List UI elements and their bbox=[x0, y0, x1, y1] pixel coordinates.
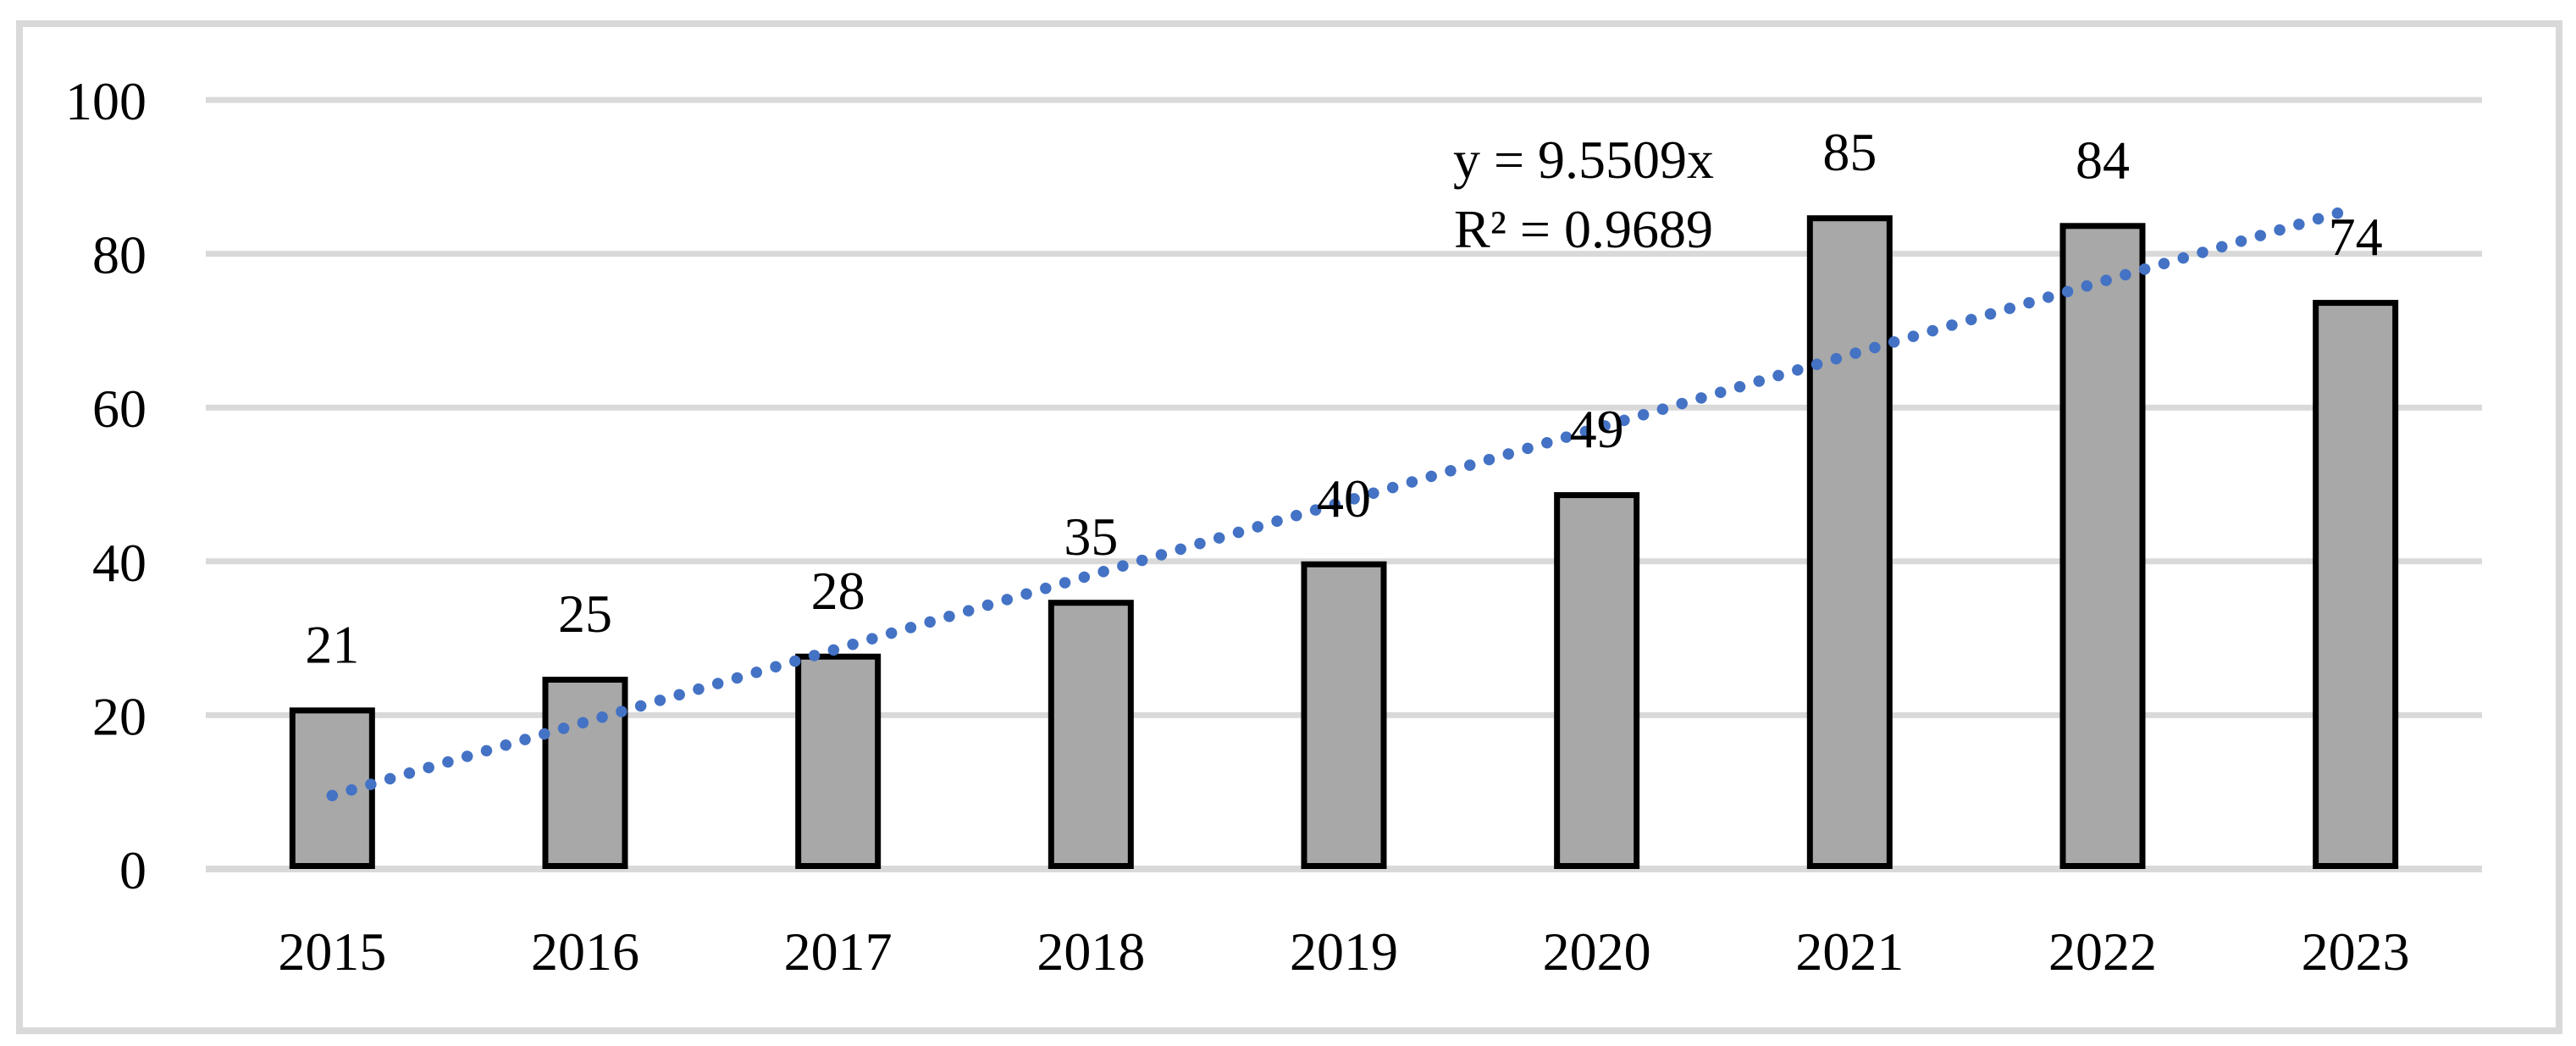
data-label: 28 bbox=[811, 561, 865, 621]
data-label: 85 bbox=[1822, 122, 1877, 182]
data-label: 84 bbox=[2076, 130, 2130, 190]
bar-2021 bbox=[1806, 215, 1893, 869]
figure-frame-group bbox=[16, 20, 2562, 1034]
figure-border bbox=[16, 20, 2562, 1034]
trendline-equation: y = 9.5509x bbox=[1453, 130, 1714, 190]
x-axis-label: 2023 bbox=[2302, 921, 2410, 982]
x-axis-label: 2017 bbox=[784, 921, 893, 982]
x-axis-label: 2022 bbox=[2048, 921, 2157, 982]
x-axis-label: 2015 bbox=[278, 921, 386, 982]
data-label: 35 bbox=[1064, 506, 1118, 567]
y-axis-tick-label: 60 bbox=[92, 379, 146, 439]
x-axis-label: 2016 bbox=[531, 921, 639, 982]
trendline-r-squared: R² = 0.9689 bbox=[1454, 199, 1713, 259]
bar-2022 bbox=[2059, 223, 2146, 869]
y-axis-tick-label: 20 bbox=[92, 686, 146, 746]
y-axis-tick-label: 80 bbox=[92, 225, 146, 285]
bar-2017 bbox=[795, 653, 882, 870]
bar-2020 bbox=[1554, 492, 1640, 870]
x-axis-label: 2018 bbox=[1036, 921, 1145, 982]
data-label: 40 bbox=[1317, 468, 1371, 529]
x-axis-label: 2020 bbox=[1543, 921, 1651, 982]
data-label: 21 bbox=[305, 614, 359, 674]
bar-2019 bbox=[1301, 561, 1387, 869]
bar-2023 bbox=[2313, 300, 2399, 869]
data-label: 49 bbox=[1570, 399, 1624, 459]
data-label: 74 bbox=[2329, 207, 2383, 267]
bar-2018 bbox=[1048, 600, 1134, 869]
data-label: 25 bbox=[558, 584, 612, 644]
x-axis-label: 2021 bbox=[1795, 921, 1904, 982]
labels-group: 0 20 40 60 80 100 21 2015 25 2016 28 2017 35 2018 40 20… bbox=[65, 71, 2410, 982]
y-axis-tick-label: 0 bbox=[119, 840, 146, 900]
bar-2015 bbox=[289, 707, 375, 869]
y-axis-tick-label: 40 bbox=[92, 533, 146, 593]
bar-2016 bbox=[542, 677, 628, 869]
bars-group bbox=[289, 215, 2399, 870]
x-axis-label: 2019 bbox=[1290, 921, 1398, 982]
y-axis-tick-label: 100 bbox=[65, 71, 146, 131]
